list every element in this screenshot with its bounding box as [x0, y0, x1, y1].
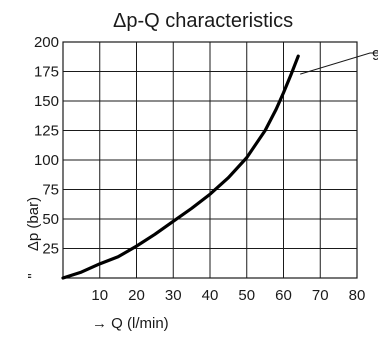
y-tick-label: 75 [42, 182, 59, 199]
x-axis-label: → Q (l/min) [92, 315, 169, 332]
y-tick-label: 50 [42, 211, 59, 228]
y-tick-label: 100 [34, 152, 59, 169]
y-tick-label: 150 [34, 93, 59, 110]
y-tick-label: 125 [34, 123, 59, 140]
x-tick-labels: 10 20 30 40 50 60 70 80 [91, 287, 365, 304]
y-tick-label: 175 [34, 64, 59, 81]
y-axis-label: Δp (bar) [25, 197, 42, 251]
series-line [63, 56, 298, 278]
series-label: 9 [372, 47, 378, 64]
x-tick-label: 50 [238, 287, 255, 304]
x-tick-label: 10 [91, 287, 108, 304]
series-label-leader [300, 53, 378, 74]
grid [63, 42, 357, 278]
x-tick-label: 80 [349, 287, 366, 304]
y-tick-label: 25 [42, 241, 59, 258]
series-group: 9 [63, 47, 378, 278]
x-tick-label: 20 [128, 287, 145, 304]
y-axis-label-prefix: " [25, 273, 42, 278]
x-tick-label: 60 [275, 287, 292, 304]
x-tick-label: 30 [165, 287, 182, 304]
x-tick-label: 40 [202, 287, 219, 304]
y-tick-label: 200 [34, 34, 59, 51]
chart-title: Δp-Q characteristics [113, 10, 293, 32]
x-tick-label: 70 [312, 287, 329, 304]
